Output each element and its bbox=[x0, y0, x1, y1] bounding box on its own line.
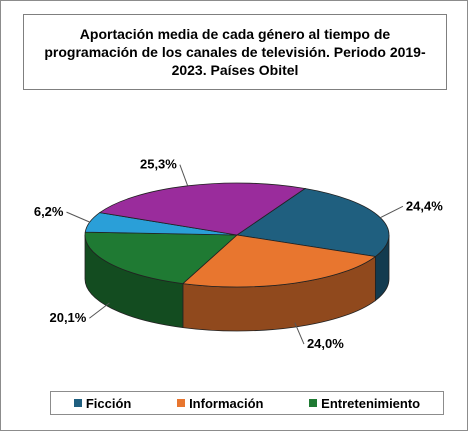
chart-title: Aportación media de cada género al tiemp… bbox=[44, 26, 426, 78]
pie-slice-4 bbox=[98, 182, 307, 236]
data-label-2: 20,1% bbox=[49, 310, 86, 325]
pie-slice-1 bbox=[182, 234, 377, 288]
legend-swatch-ficcion bbox=[73, 399, 82, 407]
legend-entry-ficcion: Ficción bbox=[73, 395, 132, 411]
legend-swatch-informacion bbox=[177, 399, 186, 407]
leader-line-1 bbox=[294, 322, 305, 345]
legend-entry-informacion: Información bbox=[177, 396, 263, 411]
leader-line-4 bbox=[179, 164, 189, 186]
legend-label-informacion: Información bbox=[189, 395, 264, 411]
data-label-4: 25,3% bbox=[140, 157, 177, 172]
legend-label-ficcion: Ficción bbox=[85, 395, 132, 411]
legend-entry-entretenimiento: Entretenimiento bbox=[309, 396, 420, 411]
data-label-3: 6,2% bbox=[34, 204, 64, 219]
legend-swatch-entretenimiento bbox=[309, 399, 318, 407]
title-box: Aportación media de cada género al tiemp… bbox=[23, 14, 447, 90]
data-label-0: 24,4% bbox=[406, 198, 443, 213]
legend-label-entretenimiento: Entretenimiento bbox=[321, 395, 421, 411]
leader-line-3 bbox=[66, 211, 90, 223]
legend: Ficción Información Entretenimiento bbox=[50, 391, 444, 415]
data-label-1: 24,0% bbox=[307, 336, 344, 351]
leader-line-2 bbox=[89, 302, 110, 319]
pie-slice-0 bbox=[235, 188, 390, 257]
leader-line-0 bbox=[380, 205, 404, 219]
pie-slice-2 bbox=[84, 231, 239, 285]
